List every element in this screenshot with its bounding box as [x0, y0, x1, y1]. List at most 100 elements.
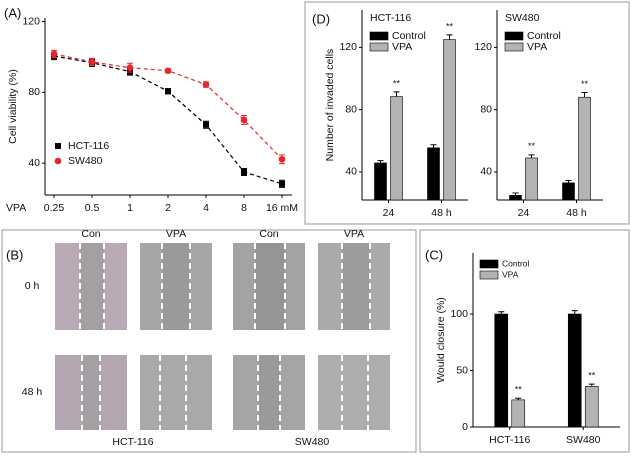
marker: [88, 58, 96, 66]
legend-label: Control: [527, 30, 561, 42]
marker: [241, 168, 247, 175]
legend-swatch: [479, 259, 499, 269]
marker: [164, 67, 172, 75]
bar: [511, 399, 526, 428]
wound-gap: [255, 243, 285, 330]
x-axis-label: VPA: [6, 202, 26, 214]
significance: **: [581, 79, 589, 89]
x-tick-label: 1: [127, 202, 133, 214]
x-tick-label: 24: [518, 207, 530, 219]
y-tick-label: 80: [28, 86, 40, 98]
legend-swatch: [504, 42, 524, 52]
y-tick-label: 100: [450, 308, 468, 320]
bar: [443, 39, 456, 201]
panel-label: (A): [4, 5, 21, 20]
chart-title: HCT-116: [370, 12, 411, 24]
y-tick-label: 120: [474, 41, 492, 53]
bar: [525, 157, 538, 201]
legend-swatch: [369, 31, 389, 41]
y-tick-label: 80: [345, 103, 357, 115]
y-tick-label: 40: [345, 166, 357, 178]
legend-label: SW480: [68, 155, 103, 167]
legend-label: VPA: [502, 269, 519, 279]
panel-label: (B): [6, 247, 23, 262]
wound-gap: [162, 243, 190, 330]
marker: [202, 81, 210, 88]
y-tick-label: 50: [456, 364, 468, 376]
column-header: VPA: [344, 228, 364, 240]
micrograph: [140, 355, 212, 430]
x-tick-label: 24: [383, 207, 395, 219]
bar: [374, 162, 387, 201]
x-tick-label: 0.25: [44, 202, 65, 214]
panel-label: (D): [312, 11, 330, 26]
wound-gap: [258, 355, 280, 430]
error-bar: [565, 180, 572, 183]
error-bar: [377, 160, 384, 163]
x-tick-label: 4: [203, 202, 209, 214]
bar: [509, 195, 522, 201]
marker: [278, 155, 286, 163]
x-tick-label: 2: [165, 202, 171, 214]
wound-gap: [82, 355, 100, 430]
error-bar: [528, 154, 535, 158]
legend-swatch: [479, 270, 499, 280]
column-header: VPA: [166, 228, 186, 240]
y-axis-label: Would closure (%): [435, 297, 447, 383]
panel-frame: [419, 229, 630, 453]
error-bar: [498, 311, 505, 315]
legend-label: Control: [502, 258, 530, 268]
y-tick-label: 120: [22, 15, 40, 27]
micrographs: [55, 243, 390, 430]
x-tick-label: 48 h: [566, 207, 587, 219]
legend-swatch: [369, 42, 389, 52]
legend-marker: [55, 143, 61, 149]
panel-frame: [304, 1, 630, 225]
significance: **: [528, 141, 536, 151]
cell-line-label: SW480: [295, 436, 330, 448]
row-label: 48 h: [22, 386, 43, 398]
bar: [494, 313, 509, 428]
marker: [126, 64, 134, 72]
x-tick-label: SW480: [566, 434, 601, 446]
error-bar: [588, 383, 595, 387]
cell-line-label: HCT-116: [112, 436, 153, 448]
bar: [390, 96, 403, 201]
legend-label: VPA: [527, 41, 547, 53]
significance: **: [588, 370, 596, 380]
marker: [203, 121, 209, 128]
x-tick-label: 0.5: [85, 202, 100, 214]
y-tick-label: 80: [480, 103, 492, 115]
marker: [50, 50, 58, 58]
marker: [240, 116, 248, 124]
significance: **: [515, 385, 523, 395]
error-bar: [515, 397, 522, 400]
error-bar: [581, 92, 588, 98]
panel-frame: [1, 229, 417, 453]
y-tick-label: 0: [462, 421, 468, 433]
legend-label: VPA: [392, 41, 412, 53]
bar: [567, 313, 582, 428]
y-axis-label: Cell viability (%): [7, 69, 19, 144]
wound-gap: [80, 243, 104, 330]
x-tick-label: HCT-116: [489, 434, 530, 446]
y-axis-label: Number of invaded cells: [324, 49, 336, 162]
wound-gap: [342, 243, 370, 330]
x-tick-label: 16 mM: [266, 202, 298, 214]
marker: [279, 180, 285, 187]
x-tick-label: 8: [241, 202, 247, 214]
panel-label: (C): [425, 247, 443, 262]
bar: [584, 386, 599, 428]
error-bar: [446, 34, 453, 40]
marker: [165, 88, 171, 95]
significance: **: [446, 21, 454, 31]
chart-title: SW480: [505, 12, 540, 24]
micrograph: [318, 355, 390, 430]
column-header: Con: [259, 228, 278, 240]
row-label: 0 h: [25, 280, 40, 292]
error-bar: [430, 144, 437, 148]
error-bar: [512, 192, 519, 196]
bar: [562, 182, 575, 201]
significance: **: [393, 78, 401, 88]
